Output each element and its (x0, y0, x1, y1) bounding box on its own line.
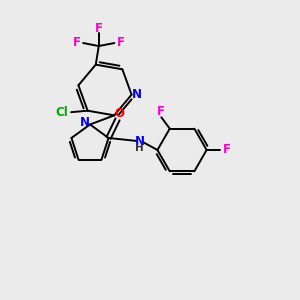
Text: N: N (80, 116, 90, 130)
Text: Cl: Cl (55, 106, 68, 119)
Text: N: N (134, 135, 144, 148)
Text: F: F (117, 36, 125, 49)
Text: F: F (157, 105, 165, 118)
Text: F: F (95, 22, 103, 34)
Text: N: N (132, 88, 142, 101)
Text: O: O (114, 107, 124, 120)
Text: F: F (222, 143, 230, 157)
Text: F: F (73, 36, 81, 49)
Text: H: H (135, 143, 144, 153)
